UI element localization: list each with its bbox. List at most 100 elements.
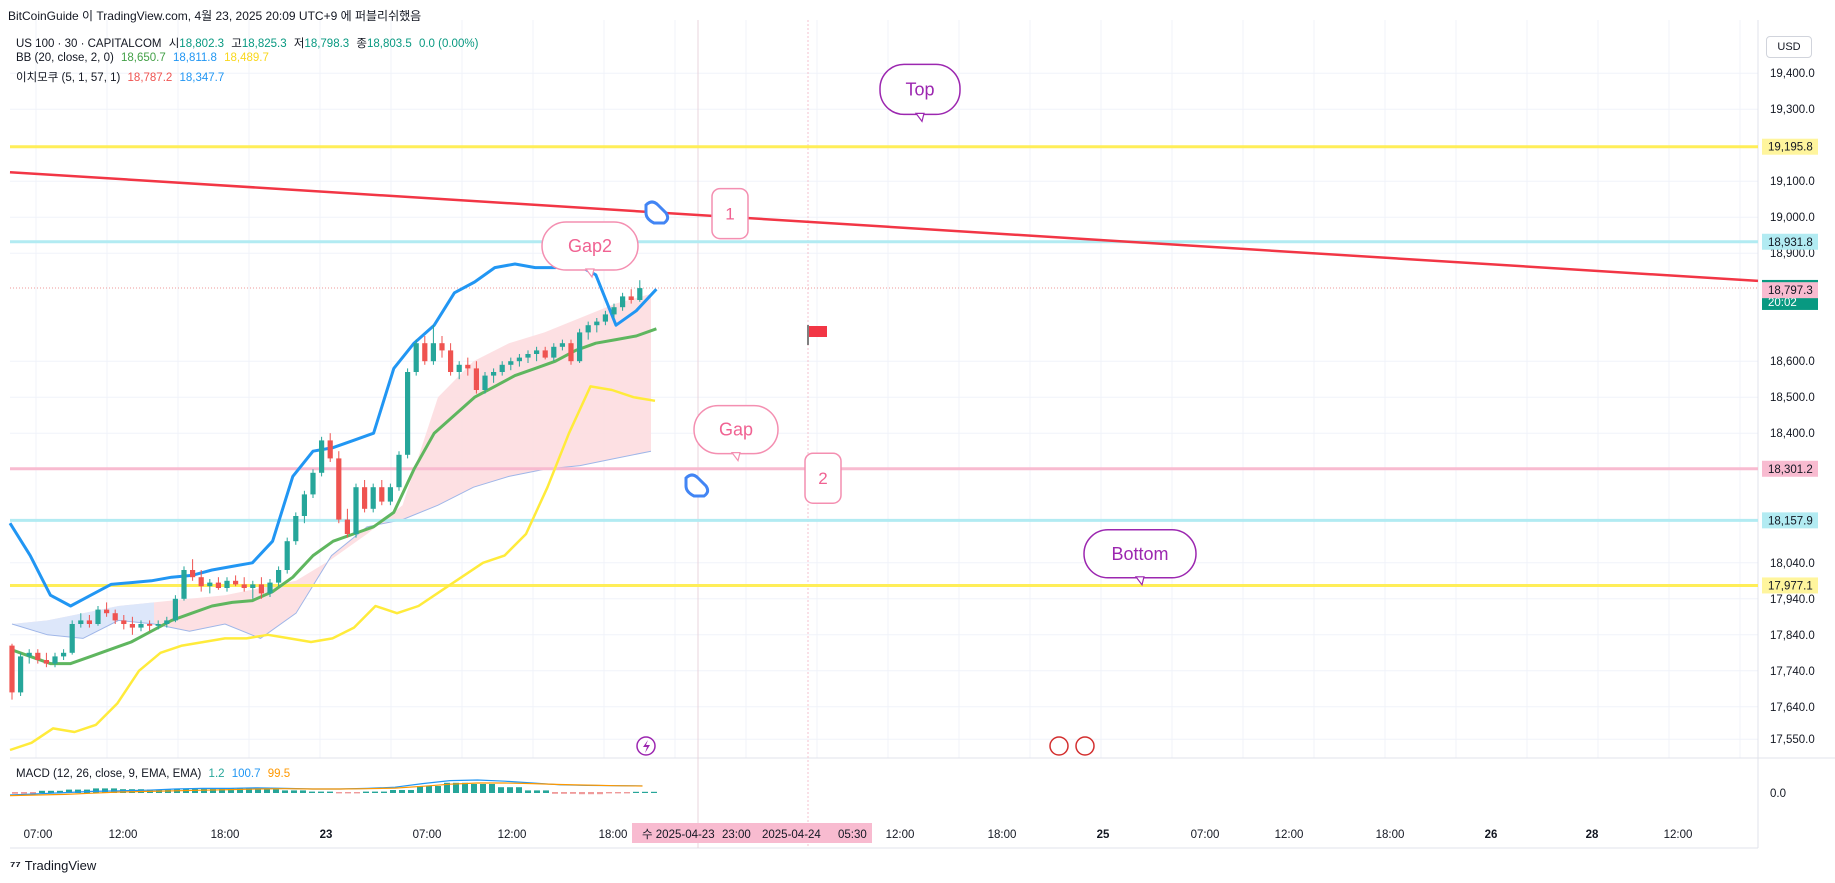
- candle: [121, 615, 127, 630]
- candle-body: [344, 519, 350, 534]
- macd-hist-rect: [12, 792, 18, 794]
- candle-body: [233, 580, 239, 585]
- ichimoku-legend: 이치모쿠 (5, 1, 57, 1) 18,787.2 18,347.7: [16, 69, 228, 85]
- callout-tail: [1134, 576, 1145, 587]
- candle: [215, 577, 221, 590]
- candle-body: [190, 570, 196, 578]
- ichimoku-label[interactable]: 이치모쿠 (5, 1, 57, 1): [16, 72, 121, 84]
- macd-hist-bar: [255, 789, 279, 793]
- cursor-label-bg: [632, 823, 872, 843]
- macd-hist-rect: [390, 790, 396, 793]
- callout-tail: [584, 268, 595, 279]
- candle: [362, 480, 368, 513]
- y-tick-label: 17,840.0: [1770, 630, 1815, 642]
- candle-body: [413, 343, 419, 372]
- candle-body: [370, 487, 376, 509]
- candle: [198, 570, 204, 592]
- callout-1[interactable]: 1: [711, 187, 749, 240]
- candle: [620, 292, 626, 311]
- grid: [10, 20, 1758, 758]
- x-tick-label: 28: [1586, 829, 1599, 841]
- candle: [18, 652, 24, 696]
- candle-body: [86, 620, 92, 624]
- y-tick-label: 19,000.0: [1770, 212, 1815, 224]
- macd-hist-bar: [363, 791, 387, 793]
- callout-top[interactable]: Top: [879, 63, 961, 123]
- y-tick-label: 19,400.0: [1770, 68, 1815, 80]
- high-label: 고: [231, 38, 242, 50]
- footer-brand[interactable]: ⁷⁷ TradingView: [10, 858, 96, 873]
- candle-body: [104, 609, 110, 614]
- candle: [353, 483, 359, 538]
- candle: [405, 368, 411, 459]
- flag-icon: [807, 325, 827, 345]
- y-tick-label: 18,500.0: [1770, 392, 1815, 404]
- candle-body: [78, 620, 84, 624]
- macd-hist-rect: [282, 790, 288, 793]
- bb-lower-line: [9, 385, 656, 752]
- macd-hist-bar: [336, 792, 360, 794]
- callout-gap[interactable]: Gap: [693, 404, 779, 462]
- candle: [628, 289, 634, 304]
- candle: [413, 339, 419, 376]
- candle-body: [207, 582, 213, 587]
- hand-shape: [644, 200, 670, 225]
- macd-hist-rect: [471, 784, 477, 793]
- symbol-label[interactable]: US 100 · 30 · CAPITALCOM: [16, 38, 162, 50]
- macd-hist-rect: [516, 787, 522, 793]
- macd-hist-rect: [453, 782, 459, 793]
- macd-hist-bar: [12, 792, 36, 794]
- callout-2[interactable]: 2: [804, 452, 842, 504]
- bb-label[interactable]: BB (20, close, 2, 0): [16, 52, 114, 64]
- candle: [568, 339, 574, 365]
- y-tick-label: 17,940.0: [1770, 594, 1815, 606]
- macd-hist-rect: [597, 792, 603, 795]
- y-tick-label: 17,740.0: [1770, 666, 1815, 678]
- candle-body: [310, 472, 316, 495]
- candle: [551, 343, 557, 362]
- macd-hist-rect: [21, 792, 27, 794]
- candle: [516, 354, 522, 367]
- candle-body: [35, 652, 41, 660]
- candle: [491, 368, 497, 383]
- candle: [224, 577, 230, 592]
- x-tick-label: 07:00: [413, 829, 442, 841]
- y-tick-label: 19,100.0: [1770, 176, 1815, 188]
- candle: [439, 336, 445, 358]
- candle-body: [525, 354, 531, 358]
- candle-body: [293, 516, 299, 542]
- macd-hist-rect: [39, 790, 45, 793]
- macd-hist-rect: [498, 787, 504, 793]
- high-value: 18,825.3: [241, 38, 287, 50]
- macd-hist-rect: [462, 782, 468, 793]
- callout-bottom[interactable]: Bottom: [1083, 529, 1197, 587]
- macd-hist-rect: [93, 788, 99, 793]
- callout-gap2[interactable]: Gap2: [541, 221, 639, 279]
- price-label-text: 18,301.2: [1768, 464, 1813, 476]
- macd-hist-rect: [417, 786, 423, 793]
- x-tick-label: 12:00: [886, 829, 915, 841]
- macd-hist-value: 1.2: [208, 768, 225, 780]
- y-tick-label: 19,300.0: [1770, 104, 1815, 116]
- price-label-bg: [1762, 577, 1818, 594]
- candle-body: [551, 346, 557, 358]
- macd-hist-rect: [426, 786, 432, 793]
- x-tick-label: 07:00: [1191, 829, 1220, 841]
- x-tick-label: 26: [1485, 829, 1498, 841]
- macd-hist-bar: [444, 782, 468, 793]
- macd-hist-rect: [651, 791, 657, 793]
- macd-hist-rect: [570, 792, 576, 794]
- candle-body: [448, 350, 454, 372]
- flag-cloth: [809, 326, 827, 337]
- macd-label[interactable]: MACD (12, 26, close, 9, EMA, EMA): [16, 768, 202, 780]
- bb-up-value: 18,811.8: [172, 52, 217, 64]
- currency-button[interactable]: USD: [1766, 36, 1812, 58]
- macd-hist-rect: [579, 792, 585, 795]
- candle: [370, 483, 376, 513]
- price-label-text: 18,157.9: [1768, 515, 1813, 527]
- candle: [267, 579, 273, 597]
- macd-hist-rect: [57, 790, 63, 793]
- cursor-label-text: 23:00: [722, 829, 751, 841]
